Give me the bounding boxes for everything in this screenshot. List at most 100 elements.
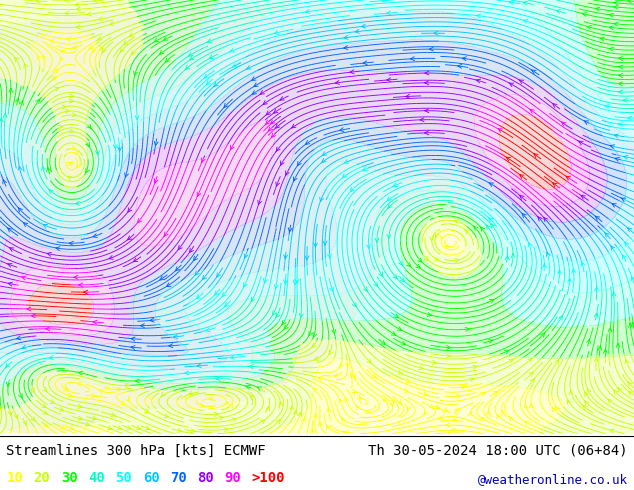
FancyArrowPatch shape [174,335,178,339]
FancyArrowPatch shape [350,70,354,74]
FancyArrowPatch shape [206,328,210,332]
FancyArrowPatch shape [76,7,81,11]
FancyArrowPatch shape [246,385,250,389]
FancyArrowPatch shape [30,388,34,392]
FancyArrowPatch shape [74,150,77,154]
FancyArrowPatch shape [481,227,484,231]
FancyArrowPatch shape [129,33,134,36]
FancyArrowPatch shape [279,402,283,406]
FancyArrowPatch shape [530,109,534,113]
FancyArrowPatch shape [322,152,327,155]
FancyArrowPatch shape [314,414,318,418]
FancyArrowPatch shape [587,25,592,29]
FancyArrowPatch shape [53,77,56,80]
FancyArrowPatch shape [339,363,344,367]
FancyArrowPatch shape [125,173,129,177]
FancyArrowPatch shape [150,318,154,322]
FancyArrowPatch shape [398,370,402,374]
FancyArrowPatch shape [283,255,288,259]
FancyArrowPatch shape [562,122,566,126]
FancyArrowPatch shape [522,214,526,218]
FancyArrowPatch shape [558,270,562,274]
FancyArrowPatch shape [108,426,112,430]
FancyArrowPatch shape [399,261,403,265]
FancyArrowPatch shape [619,65,623,69]
FancyArrowPatch shape [538,217,542,221]
FancyArrowPatch shape [117,426,122,429]
FancyArrowPatch shape [6,363,10,368]
FancyArrowPatch shape [435,405,439,408]
FancyArrowPatch shape [294,411,297,415]
FancyArrowPatch shape [69,99,74,103]
FancyArrowPatch shape [77,163,81,168]
FancyArrowPatch shape [10,248,14,251]
FancyArrowPatch shape [209,397,213,400]
FancyArrowPatch shape [271,120,275,124]
FancyArrowPatch shape [93,320,97,324]
FancyArrowPatch shape [84,290,87,294]
FancyArrowPatch shape [3,180,6,184]
FancyArrowPatch shape [608,328,612,332]
FancyArrowPatch shape [258,200,261,205]
FancyArrowPatch shape [314,357,319,361]
FancyArrowPatch shape [619,122,623,126]
FancyArrowPatch shape [165,58,169,62]
FancyArrowPatch shape [93,234,97,238]
FancyArrowPatch shape [244,254,248,258]
FancyArrowPatch shape [230,355,235,359]
FancyArrowPatch shape [453,418,456,422]
FancyArrowPatch shape [44,423,48,427]
FancyArrowPatch shape [160,276,164,280]
FancyArrowPatch shape [264,279,268,283]
FancyArrowPatch shape [381,341,385,344]
FancyArrowPatch shape [202,275,207,279]
FancyArrowPatch shape [128,208,132,212]
FancyArrowPatch shape [200,404,204,408]
Text: 30: 30 [61,470,77,485]
FancyArrowPatch shape [346,363,349,367]
FancyArrowPatch shape [556,10,560,13]
FancyArrowPatch shape [628,323,632,327]
FancyArrowPatch shape [134,72,138,75]
FancyArrowPatch shape [619,82,623,86]
FancyArrowPatch shape [327,408,331,412]
FancyArrowPatch shape [531,379,534,383]
FancyArrowPatch shape [344,46,348,49]
FancyArrowPatch shape [189,52,193,56]
FancyArrowPatch shape [363,167,367,171]
FancyArrowPatch shape [77,382,81,386]
FancyArrowPatch shape [387,11,391,15]
FancyArrowPatch shape [611,246,615,250]
FancyArrowPatch shape [275,285,278,289]
FancyArrowPatch shape [363,287,367,291]
FancyArrowPatch shape [43,224,48,228]
FancyArrowPatch shape [628,392,633,395]
FancyArrowPatch shape [356,406,360,410]
FancyArrowPatch shape [14,414,18,418]
FancyArrowPatch shape [391,397,395,402]
FancyArrowPatch shape [87,12,91,16]
FancyArrowPatch shape [89,45,93,49]
Text: @weatheronline.co.uk: @weatheronline.co.uk [477,473,628,487]
FancyArrowPatch shape [424,411,428,415]
FancyArrowPatch shape [352,389,356,393]
FancyArrowPatch shape [444,243,448,247]
FancyArrowPatch shape [100,390,104,393]
FancyArrowPatch shape [65,11,69,15]
FancyArrowPatch shape [136,379,139,383]
FancyArrowPatch shape [509,359,513,363]
FancyArrowPatch shape [217,273,221,277]
FancyArrowPatch shape [391,332,396,335]
FancyArrowPatch shape [623,255,626,259]
FancyArrowPatch shape [224,303,229,307]
FancyArrowPatch shape [429,47,434,51]
FancyArrowPatch shape [468,412,472,416]
FancyArrowPatch shape [249,365,253,368]
FancyArrowPatch shape [75,3,79,7]
FancyArrowPatch shape [361,24,366,28]
FancyArrowPatch shape [216,377,220,381]
FancyArrowPatch shape [628,0,631,3]
FancyArrowPatch shape [524,20,527,23]
FancyArrowPatch shape [276,313,280,318]
FancyArrowPatch shape [544,218,548,221]
